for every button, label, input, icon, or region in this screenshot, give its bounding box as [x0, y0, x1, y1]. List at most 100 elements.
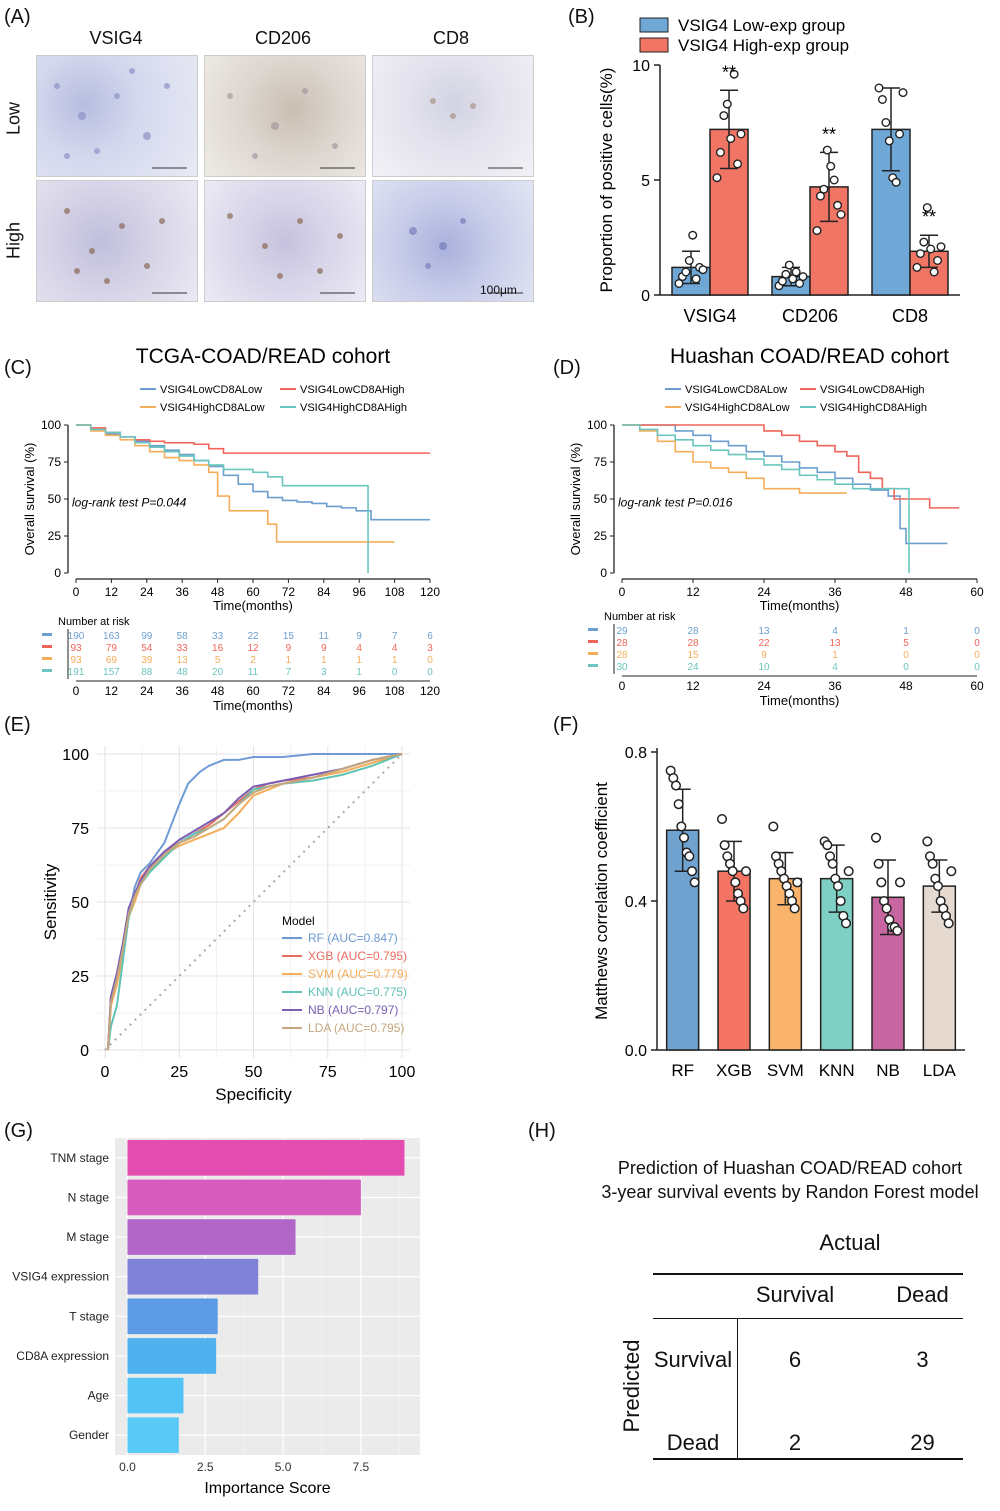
risk-count-chartC: 16	[212, 643, 224, 654]
risk-table-x-label-chartC: 12	[105, 684, 119, 698]
x-tick-label-chartC: 48	[211, 585, 225, 599]
risk-count-chartC: 191	[68, 667, 85, 678]
risk-count-chartC: 9	[356, 631, 362, 642]
risk-count-chartC: 48	[177, 667, 189, 678]
x-tick-label-b: CD8	[892, 306, 928, 326]
risk-table-title-chartC: Number at risk	[58, 616, 130, 628]
x-tick-label-chartC: 60	[246, 585, 260, 599]
risk-row-swatch-chartD	[588, 640, 598, 643]
panel-label-b: (B)	[568, 6, 595, 28]
ihc-column-header-cd206: CD206	[254, 28, 312, 48]
risk-table-x-label-chartC: 108	[385, 684, 405, 698]
risk-count-chartC: 4	[392, 643, 398, 654]
risk-count-chartC: 1	[321, 655, 327, 666]
table-cell-dead-survival: 2	[788, 1430, 802, 1455]
legend-label-e-0: RF (AUC=0.847)	[308, 931, 398, 945]
table-col-header-dead: Dead	[896, 1282, 949, 1307]
legend-label-chartC: VSIG4LowCD8AHigh	[300, 384, 405, 396]
risk-table-x-label-chartD: 0	[619, 679, 626, 693]
risk-count-chartD: 0	[903, 650, 909, 661]
x-tick-label-chartC: 84	[317, 585, 331, 599]
panel-d: (D) Huashan COAD/READ cohort VSIG4LowCD8A…	[545, 335, 1000, 715]
risk-count-chartC: 3	[427, 643, 433, 654]
x-tick-label-chartC: 72	[282, 585, 296, 599]
risk-table-x-label-chartC: 24	[140, 684, 154, 698]
bar-g-1	[127, 1179, 361, 1216]
y-tick-label-b: 10	[632, 58, 650, 75]
legend-label-chartC: VSIG4HighCD8ALow	[160, 402, 265, 414]
risk-count-chartC: 11	[319, 631, 330, 642]
table-row-label-survival: Survival	[653, 1347, 733, 1372]
risk-count-chartC: 13	[177, 655, 189, 666]
y-tick-label-g: M stage	[66, 1230, 109, 1244]
data-point-f	[689, 877, 700, 888]
legend-label-chartD: VSIG4LowCD8ALow	[685, 384, 787, 396]
legend-label-e-3: KNN (AUC=0.775)	[308, 985, 407, 999]
x-tick-label-b: VSIG4	[683, 306, 736, 326]
data-point-b	[912, 262, 922, 272]
risk-count-chartC: 1	[392, 655, 398, 666]
risk-count-chartC: 11	[248, 667, 259, 678]
risk-count-chartC: 22	[247, 631, 259, 642]
data-point-f	[873, 858, 884, 869]
risk-count-chartC: 54	[141, 643, 153, 654]
risk-row-swatch-chartC	[42, 669, 52, 672]
chart-f: 0.0 0.4 0.8 Matthews correlation coefficien…	[592, 745, 965, 1080]
risk-count-chartC: 5	[215, 655, 221, 666]
km-curve-chartC-3	[76, 424, 369, 573]
y-tick-label-g: Gender	[69, 1428, 109, 1442]
risk-count-chartC: 9	[321, 643, 327, 654]
risk-table-x-label-chartD: 24	[757, 679, 771, 693]
roc-curve-e-5	[106, 753, 403, 1051]
data-point-b	[919, 237, 929, 247]
table-row-label-dead: Dead	[666, 1430, 720, 1455]
x-tick-label-g: 5.0	[275, 1460, 292, 1474]
risk-count-chartD: 0	[903, 662, 909, 673]
risk-table-x-label-chartC: 0	[73, 684, 80, 698]
x-axis-label-e: Specificity	[215, 1085, 292, 1104]
data-point-f	[719, 840, 730, 851]
data-point-f	[670, 780, 682, 791]
risk-row-swatch-chartC	[42, 645, 52, 648]
risk-count-chartC: 93	[70, 655, 82, 666]
table-row-divider	[737, 1318, 738, 1458]
bar-g-0	[127, 1139, 405, 1176]
x-tick-label-e: 100	[389, 1064, 416, 1081]
data-point-b	[777, 276, 787, 286]
risk-table-x-label-chartD: 12	[686, 679, 700, 693]
data-point-f	[738, 903, 749, 914]
risk-row-swatch-chartD	[588, 664, 598, 667]
data-point-b	[698, 265, 708, 275]
x-axis-label-chartC: Time(months)	[213, 598, 293, 613]
risk-count-chartD: 24	[687, 662, 699, 673]
data-point-b	[681, 267, 691, 277]
panel-label-h: (H)	[528, 1120, 556, 1142]
data-point-b	[726, 134, 736, 144]
bar-g-5	[127, 1338, 217, 1374]
panel-label-g: (G)	[4, 1120, 33, 1142]
legend-label-chartC: VSIG4LowCD8ALow	[160, 384, 262, 396]
table-cell-dead-dead: 29	[910, 1430, 935, 1455]
panel-label-e: (E)	[4, 714, 31, 736]
risk-count-chartD: 9	[761, 650, 767, 661]
x-axis-label-g: Importance Score	[204, 1480, 330, 1497]
data-point-f	[835, 895, 846, 907]
risk-count-chartC: 93	[70, 643, 82, 654]
risk-row-swatch-chartC	[42, 657, 52, 660]
risk-count-chartD: 15	[687, 650, 699, 661]
risk-count-chartC: 58	[177, 631, 189, 642]
data-point-b	[826, 161, 836, 171]
y-axis-label-chartC: Overall survival (%)	[22, 443, 37, 556]
bar-g-4	[127, 1298, 218, 1335]
significance-mark-b: **	[922, 207, 936, 227]
x-tick-label-f: XGB	[716, 1061, 752, 1080]
y-tick-label-chartD: 100	[587, 418, 607, 432]
risk-count-chartC: 79	[106, 643, 118, 654]
km-curve-chartD-2	[622, 424, 847, 494]
data-point-b	[915, 249, 925, 259]
data-point-f	[716, 814, 728, 825]
risk-count-chartD: 4	[832, 626, 838, 637]
risk-count-chartC: 0	[392, 667, 398, 678]
km-curve-chartC-2	[76, 424, 395, 543]
x-tick-label-chartC: 36	[176, 585, 190, 599]
